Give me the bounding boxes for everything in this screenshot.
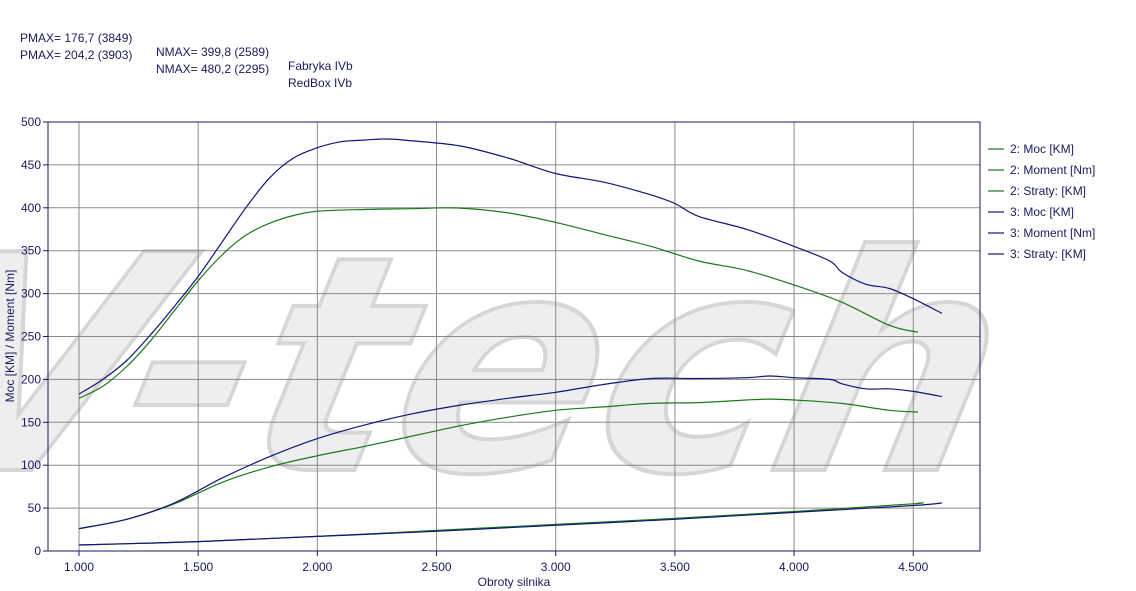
legend-label: 3: Straty: [KM]	[1010, 247, 1086, 261]
y-axis-label: Moc [KM] / Moment [Nm]	[3, 270, 17, 403]
y-tick-label: 400	[21, 201, 41, 215]
x-tick-label: 1.000	[64, 560, 94, 574]
y-tick-label: 250	[21, 330, 41, 344]
legend-label: 2: Straty: [KM]	[1010, 184, 1086, 198]
y-tick-label: 300	[21, 287, 41, 301]
x-tick-label: 4.000	[779, 560, 809, 574]
series-name-2: RedBox IVb	[288, 76, 353, 90]
legend-label: 2: Moc [KM]	[1010, 142, 1074, 156]
x-tick-label: 2.000	[302, 560, 332, 574]
x-axis: 1.000 1.500 2.000 2.500 3.000 3.500 4.000 4.500	[64, 551, 929, 574]
x-tick-label: 3.500	[660, 560, 690, 574]
y-tick-label: 200	[21, 372, 41, 386]
legend-label: 3: Moc [KM]	[1010, 205, 1074, 219]
y-tick-label: 0	[34, 544, 41, 558]
series-line-3-moment-nm	[78, 138, 943, 395]
series-line-3-moc-km	[78, 375, 943, 530]
y-tick-label: 450	[21, 158, 41, 172]
y-tick-label: 150	[21, 415, 41, 429]
nmax-value-2: NMAX= 480,2 (2295)	[156, 62, 270, 76]
pmax-value-1: PMAX= 176,7 (3849)	[20, 31, 133, 45]
x-axis-label: Obroty silnika	[478, 575, 551, 589]
x-tick-label: 2.500	[422, 560, 452, 574]
series-line-2-moc-km	[78, 398, 919, 530]
header-row-1: PMAX= 176,7 (3849) NMAX= 399,8 (2589) Fa…	[20, 17, 353, 73]
watermark-logo: V-tech	[0, 191, 1036, 541]
y-axis: 0 50 100 150 200 250 300 350 400 450 500	[21, 115, 48, 558]
x-tick-label: 3.000	[541, 560, 571, 574]
series-line-2-moment-nm	[78, 207, 919, 399]
series-lines	[78, 138, 943, 546]
y-tick-label: 100	[21, 458, 41, 472]
y-tick-label: 350	[21, 244, 41, 258]
header-row-2: PMAX= 204,2 (3903) NMAX= 480,2 (2295) Re…	[20, 34, 352, 90]
x-tick-label: 1.500	[183, 560, 213, 574]
pmax-value-2: PMAX= 204,2 (3903)	[20, 48, 133, 62]
legend-label: 2: Moment [Nm]	[1010, 163, 1095, 177]
nmax-value-1: NMAX= 399,8 (2589)	[156, 45, 270, 59]
series-name-1: Fabryka IVb	[288, 59, 353, 73]
y-tick-label: 500	[21, 115, 41, 129]
legend: 2: Moc [KM] 2: Moment [Nm] 2: Straty: [KM]…	[988, 142, 1095, 261]
y-tick-label: 50	[28, 501, 42, 515]
x-tick-label: 4.500	[898, 560, 928, 574]
legend-label: 3: Moment [Nm]	[1010, 226, 1095, 240]
series-line-3-straty-km	[78, 502, 942, 546]
